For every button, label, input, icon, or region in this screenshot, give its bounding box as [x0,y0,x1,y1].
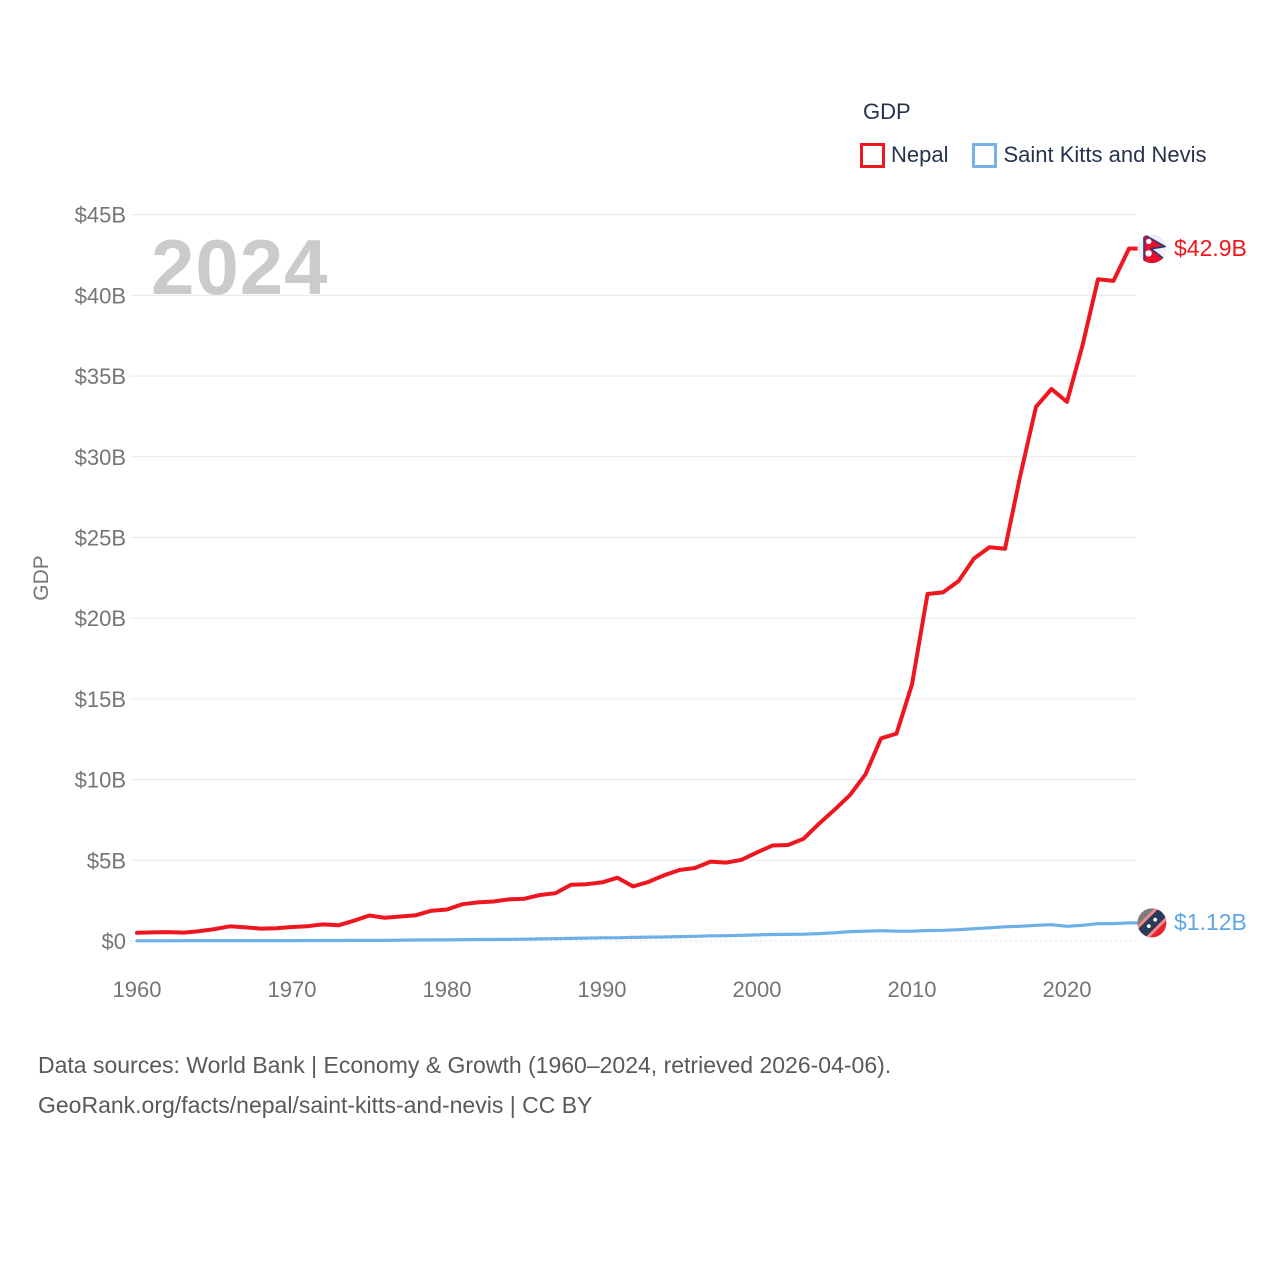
y-tick-label: $15B [75,687,126,712]
y-tick-label: $45B [75,203,126,228]
legend-label-saint-kitts-and-nevis: Saint Kitts and Nevis [1003,142,1207,167]
y-tick-label: $30B [75,445,126,470]
y-tick-label: $25B [75,526,126,551]
nepal-line [135,246,1131,935]
x-tick-label: 1990 [578,977,627,1002]
saint-kitts-and-nevis-end-value-label: $1.12B [1174,908,1247,935]
footer-attribution: GeoRank.org/facts/nepal/saint-kitts-and-… [38,1092,593,1118]
watermark-year: 2024 [151,223,329,311]
y-tick-label: $40B [75,283,126,308]
nepal-flag-icon [1137,234,1167,264]
nepal-swatch-icon [860,142,885,168]
saint-kitts-and-nevis-flag-icon [1137,908,1167,938]
x-tick-label: 1960 [113,977,162,1002]
saint-kitts-and-nevis-line [135,921,1131,943]
legend-label-nepal: Nepal [891,142,949,167]
y-tick-label: $20B [75,606,126,631]
legend-item-nepal[interactable]: Nepal [860,142,948,168]
footer-data-sources: Data sources: World Bank | Economy & Gro… [38,1052,892,1078]
x-tick-label: 1980 [423,977,472,1002]
legend-item-saint-kitts-and-nevis[interactable]: Saint Kitts and Nevis [972,142,1206,168]
y-tick-label: $5B [87,848,126,873]
legend-items: Nepal Saint Kitts and Nevis [860,142,1206,168]
nepal-end-value-label: $42.9B [1174,234,1247,261]
y-tick-label: $35B [75,364,126,389]
y-tick-label: $0 [102,929,126,954]
x-tick-label: 2010 [888,977,937,1002]
x-tick-label: 2000 [733,977,782,1002]
footer: Data sources: World Bank | Economy & Gro… [38,1045,891,1125]
y-tick-label: $10B [75,768,126,793]
saint-kitts-and-nevis-swatch-icon [972,142,998,168]
x-tick-label: 2020 [1043,977,1092,1002]
legend-title: GDP [863,99,911,124]
legend: GDP Nepal Saint Kitts and Nevis [860,99,1206,168]
x-tick-label: 1970 [268,977,317,1002]
